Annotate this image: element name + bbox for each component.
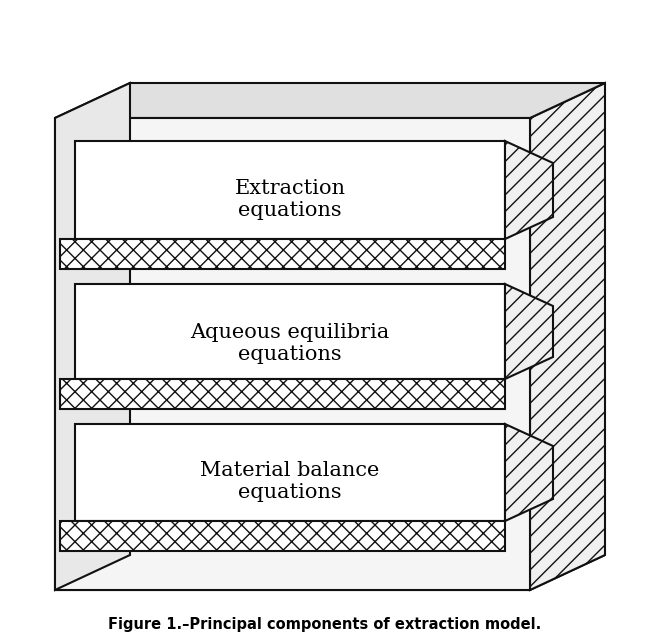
Text: Material balance
equations: Material balance equations <box>201 461 380 502</box>
Polygon shape <box>530 83 605 590</box>
Text: Aqueous equilibria
equations: Aqueous equilibria equations <box>190 323 390 364</box>
Bar <box>55 118 530 590</box>
Text: Extraction
equations: Extraction equations <box>234 178 346 220</box>
Polygon shape <box>60 239 505 269</box>
Polygon shape <box>505 141 553 239</box>
Bar <box>75 284 505 379</box>
Text: Figure 1.–Principal components of extraction model.: Figure 1.–Principal components of extrac… <box>108 617 542 631</box>
Polygon shape <box>505 284 553 379</box>
Polygon shape <box>55 555 605 590</box>
Bar <box>75 424 505 521</box>
Polygon shape <box>60 521 505 551</box>
Polygon shape <box>55 83 605 118</box>
Bar <box>75 141 505 239</box>
Polygon shape <box>505 424 553 521</box>
Polygon shape <box>55 83 130 590</box>
Polygon shape <box>60 379 505 409</box>
